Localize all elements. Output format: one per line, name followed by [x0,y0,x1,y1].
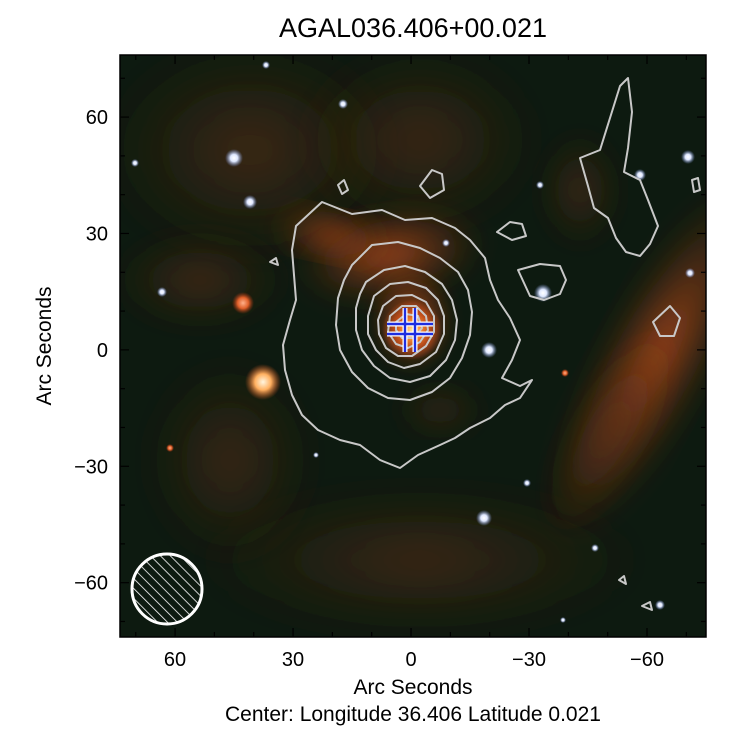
stars [131,61,695,623]
star [131,159,139,167]
contour-small [517,263,567,301]
y-tick-labels: 60 30 0 −30 −60 [74,107,108,595]
x-tick-label: 0 [405,649,416,671]
y-axis-label: Arc Seconds [33,286,56,405]
star [685,268,695,278]
star [681,150,695,164]
y-tick-label: 60 [86,107,108,129]
contour-level-3 [355,265,458,383]
contour-small [652,305,681,337]
axis-ticks [120,55,706,637]
contour-small [641,601,653,611]
blue-double-cross-marker-icon [387,308,433,352]
center-coordinates: Center: Longitude 36.406 Latitude 0.021 [225,703,601,726]
star [262,61,270,69]
star [313,452,319,458]
star [245,364,281,400]
contour-level-2 [335,241,473,401]
contour-level-5 [377,294,435,357]
contour-level-4 [367,281,445,369]
star [561,369,569,377]
star [157,287,167,297]
y-tick-label: −30 [74,456,108,478]
contour-small [337,179,349,195]
star [523,479,531,487]
star [560,617,566,623]
star [225,149,243,167]
x-tick-label: 30 [282,649,304,671]
star [481,342,497,358]
contour-small [419,169,445,199]
contour-small [269,257,279,266]
star [243,195,257,209]
contour-outer [282,201,533,469]
x-axis-label: Arc Seconds [353,676,472,699]
contour-right-filament [579,77,659,257]
star [166,444,174,452]
y-tick-label: −60 [74,573,108,595]
contour-small [496,221,527,241]
star [442,239,450,247]
star [338,99,348,109]
star [232,292,254,314]
y-tick-label: 30 [86,223,108,245]
figure-title: AGAL036.406+00.021 [279,13,547,43]
star [476,510,492,526]
sky-image [120,55,706,637]
contour-small [691,177,701,193]
star [591,544,599,552]
star [655,600,665,610]
x-tick-label: 60 [164,649,186,671]
y-tick-label: 0 [97,340,108,362]
beam-size-icon [130,552,204,626]
x-tick-labels: 60 30 0 −30 −60 [164,649,664,671]
plot-frame [119,54,707,638]
contour-small [618,575,627,585]
x-tick-label: −30 [512,649,546,671]
x-tick-label: −60 [630,649,664,671]
star [536,181,544,189]
